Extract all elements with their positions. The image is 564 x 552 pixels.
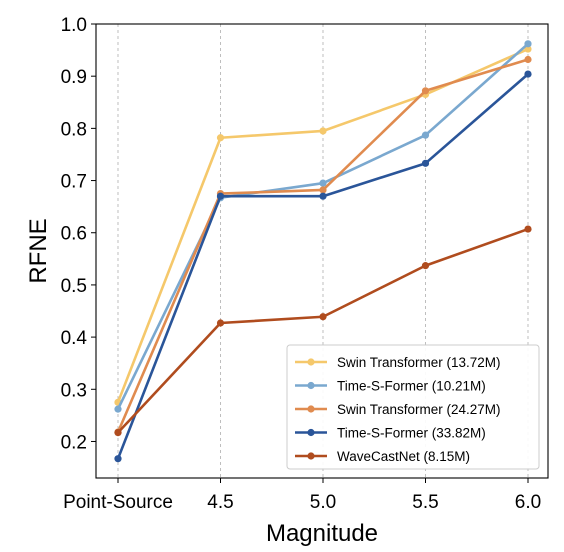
y-axis: 0.2 0.3 0.4 0.5 0.6 0.7 0.8 0.9 1.0 bbox=[61, 15, 96, 453]
data-point bbox=[216, 319, 225, 327]
data-point bbox=[524, 55, 532, 64]
data-point bbox=[524, 70, 532, 78]
y-tick-label: 0.5 bbox=[61, 276, 87, 297]
data-point bbox=[114, 429, 122, 437]
legend: Swin Transformer (13.72M) Time-S-Former (… bbox=[286, 344, 540, 470]
legend-swatch-marker bbox=[307, 358, 315, 366]
x-axis-title: Magnitude bbox=[266, 520, 378, 547]
data-point bbox=[421, 87, 430, 95]
legend-item: WaveCastNet (8.15M) bbox=[295, 449, 470, 464]
data-point bbox=[319, 313, 327, 321]
legend-swatch-marker bbox=[307, 381, 315, 390]
legend-swatch-marker bbox=[307, 452, 315, 460]
y-tick-label: 0.6 bbox=[61, 224, 87, 245]
legend-item: Swin Transformer (13.72M) bbox=[295, 355, 501, 370]
legend-label: Time-S-Former (33.82M) bbox=[337, 426, 486, 441]
y-tick-label: 0.7 bbox=[61, 172, 87, 193]
legend-item: Time-S-Former (10.21M) bbox=[295, 379, 486, 394]
y-axis-title: RFNE bbox=[25, 218, 52, 283]
y-tick-label: 0.2 bbox=[61, 432, 87, 453]
legend-box bbox=[286, 344, 540, 470]
plot-frame bbox=[95, 23, 549, 479]
legend-item: Time-S-Former (33.82M) bbox=[295, 426, 486, 441]
data-point bbox=[114, 455, 122, 463]
data-point bbox=[421, 159, 430, 167]
legend-item: Swin Transformer (24.27M) bbox=[295, 402, 501, 417]
data-point bbox=[524, 225, 532, 233]
y-tick-label: 1.0 bbox=[61, 15, 87, 36]
legend-swatch-marker bbox=[307, 428, 315, 437]
data-point bbox=[524, 45, 532, 53]
x-tick-label: Point-Source bbox=[63, 492, 173, 513]
x-tick-label: 6.0 bbox=[515, 492, 541, 513]
x-tick-label: 5.5 bbox=[412, 492, 438, 513]
data-point bbox=[421, 131, 430, 139]
series-group bbox=[114, 40, 532, 463]
series-5 bbox=[114, 225, 532, 437]
legend-label: Swin Transformer (13.72M) bbox=[337, 355, 501, 370]
x-axis: Point-Source 4.5 5.0 5.5 6.0 bbox=[63, 478, 541, 513]
x-tick-label: 5.0 bbox=[310, 492, 336, 513]
y-tick-label: 0.3 bbox=[61, 380, 87, 401]
data-point bbox=[319, 192, 327, 200]
y-tick-label: 0.9 bbox=[61, 67, 87, 88]
data-point bbox=[319, 127, 327, 135]
data-point bbox=[216, 134, 225, 142]
series-4 bbox=[114, 70, 532, 463]
legend-label: Time-S-Former (10.21M) bbox=[337, 379, 486, 394]
data-point bbox=[319, 186, 327, 194]
data-point bbox=[319, 179, 327, 187]
data-point bbox=[421, 262, 430, 270]
legend-label: WaveCastNet (8.15M) bbox=[337, 449, 470, 464]
data-point bbox=[114, 405, 122, 413]
data-point bbox=[216, 192, 225, 200]
data-point bbox=[524, 40, 532, 48]
x-tick-label: 4.5 bbox=[207, 492, 233, 513]
legend-label: Swin Transformer (24.27M) bbox=[337, 402, 501, 417]
y-tick-label: 0.4 bbox=[61, 328, 88, 349]
legend-swatch-marker bbox=[307, 405, 315, 413]
y-tick-label: 0.8 bbox=[61, 119, 87, 140]
